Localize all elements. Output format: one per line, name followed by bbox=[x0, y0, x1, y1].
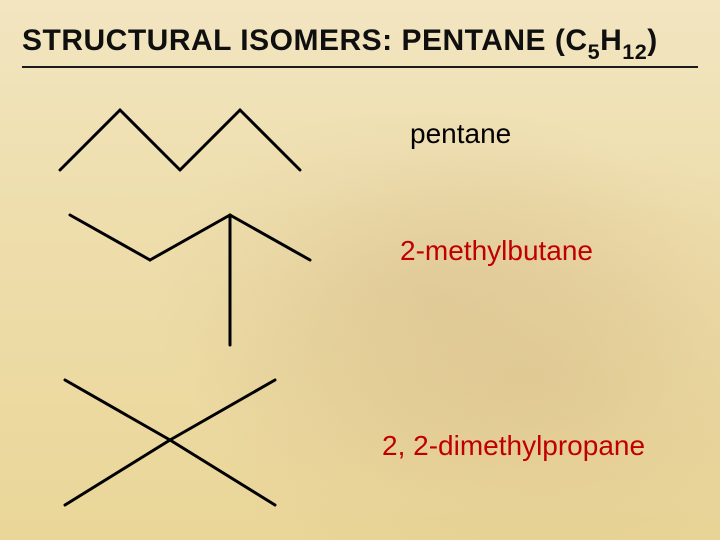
title-sub2: 12 bbox=[622, 39, 647, 64]
pentane-label: pentane bbox=[410, 118, 511, 150]
pentane-structure bbox=[50, 95, 350, 185]
slide-title: STRUCTURAL ISOMERS: PENTANE (C5H12) bbox=[22, 24, 658, 63]
title-underline bbox=[22, 66, 698, 68]
methylbutane-structure bbox=[60, 205, 320, 355]
title-mid: H bbox=[600, 24, 622, 57]
title-suffix: ) bbox=[647, 24, 658, 57]
dimethylpropane-label: 2, 2-dimethylpropane bbox=[382, 430, 645, 462]
title-prefix: STRUCTURAL ISOMERS: PENTANE (C bbox=[22, 24, 588, 57]
dimethylpropane-structure bbox=[55, 370, 295, 520]
title-sub1: 5 bbox=[588, 39, 601, 64]
methylbutane-label: 2-methylbutane bbox=[400, 235, 593, 267]
